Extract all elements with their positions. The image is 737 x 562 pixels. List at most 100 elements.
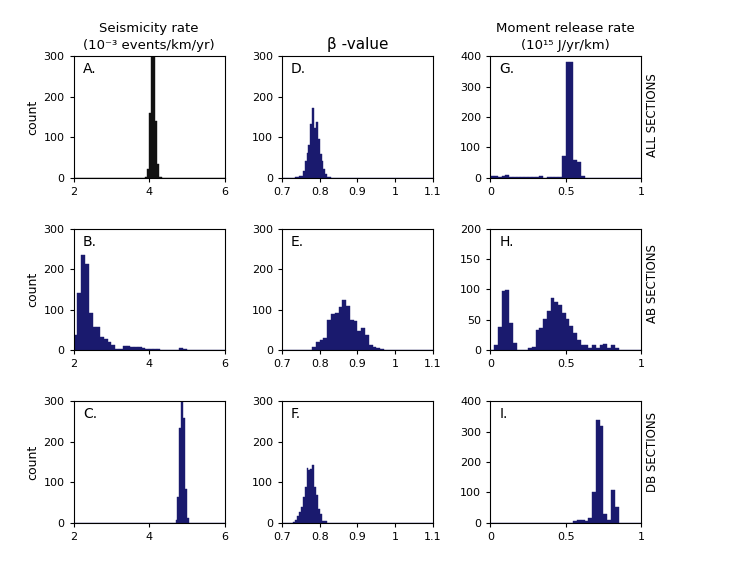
Y-axis label: count: count (27, 445, 39, 479)
Bar (303, 171, 304, 178)
Bar (607, 348, 611, 350)
Bar (513, 177, 517, 178)
Bar (327, 177, 329, 178)
Bar (615, 348, 618, 350)
Bar (296, 520, 297, 523)
Bar (100, 337, 104, 350)
Bar (316, 495, 318, 523)
Text: G.: G. (500, 62, 514, 76)
Bar (380, 349, 384, 350)
Bar (321, 520, 324, 523)
Bar (365, 335, 368, 350)
Bar (604, 514, 607, 523)
Bar (577, 162, 581, 178)
Title: Moment release rate
(10¹⁵ J/yr/km): Moment release rate (10¹⁵ J/yr/km) (496, 22, 635, 52)
Bar (175, 520, 178, 523)
Bar (115, 349, 119, 350)
Bar (145, 177, 147, 178)
Bar (600, 426, 604, 523)
Bar (308, 145, 310, 178)
Bar (506, 175, 509, 178)
Bar (494, 345, 497, 350)
Bar (554, 177, 558, 178)
Bar (297, 516, 299, 523)
Text: A.: A. (83, 62, 97, 76)
Bar (158, 177, 161, 178)
Bar (111, 345, 115, 350)
Bar (77, 293, 81, 350)
Bar (304, 161, 307, 178)
Bar (497, 177, 502, 178)
Bar (97, 328, 100, 350)
Bar (320, 154, 321, 178)
Title: β -value: β -value (326, 37, 388, 52)
Bar (361, 328, 365, 350)
Bar (551, 298, 554, 350)
Bar (513, 343, 517, 350)
Bar (611, 345, 615, 350)
Bar (325, 174, 327, 178)
Text: F.: F. (291, 407, 301, 422)
Bar (573, 522, 577, 523)
Bar (520, 177, 524, 178)
Bar (368, 345, 372, 350)
Bar (185, 488, 187, 523)
Bar (607, 520, 611, 523)
Bar (532, 177, 536, 178)
Bar (577, 520, 581, 523)
Bar (74, 335, 77, 350)
Bar (343, 300, 346, 350)
Bar (179, 428, 181, 523)
Bar (308, 470, 310, 523)
Bar (312, 108, 314, 178)
Bar (119, 348, 123, 350)
Bar (536, 177, 539, 178)
Bar (588, 518, 592, 523)
Bar (138, 347, 142, 350)
Text: DB SECTIONS: DB SECTIONS (646, 413, 659, 492)
Bar (497, 327, 502, 350)
Bar (566, 319, 570, 350)
Bar (181, 384, 183, 523)
Bar (314, 487, 316, 523)
Bar (314, 128, 316, 178)
Bar (324, 521, 325, 523)
Bar (357, 330, 361, 350)
Bar (316, 342, 320, 350)
Bar (312, 347, 316, 350)
Bar (85, 264, 88, 350)
Bar (509, 177, 513, 178)
Bar (502, 291, 506, 350)
Bar (134, 347, 138, 350)
Bar (149, 113, 151, 178)
Bar (573, 333, 577, 350)
Text: C.: C. (83, 407, 97, 422)
Bar (299, 512, 301, 523)
Bar (183, 348, 187, 350)
Y-axis label: count: count (27, 272, 39, 307)
Bar (581, 345, 584, 350)
Bar (584, 345, 588, 350)
Bar (528, 348, 532, 350)
Bar (187, 518, 189, 523)
Bar (338, 307, 343, 350)
Text: AB SECTIONS: AB SECTIONS (646, 244, 659, 323)
Bar (321, 161, 324, 178)
Bar (377, 348, 380, 350)
Bar (318, 509, 320, 523)
Bar (104, 339, 108, 350)
Bar (153, 49, 155, 178)
Bar (494, 176, 497, 178)
Bar (558, 177, 562, 178)
Bar (127, 346, 130, 350)
Bar (179, 348, 183, 350)
Bar (301, 507, 303, 523)
Bar (611, 490, 615, 523)
Bar (130, 347, 134, 350)
Bar (303, 497, 304, 523)
Bar (596, 420, 600, 523)
Bar (592, 492, 596, 523)
Bar (304, 487, 307, 523)
Bar (547, 177, 551, 178)
Bar (312, 465, 314, 523)
